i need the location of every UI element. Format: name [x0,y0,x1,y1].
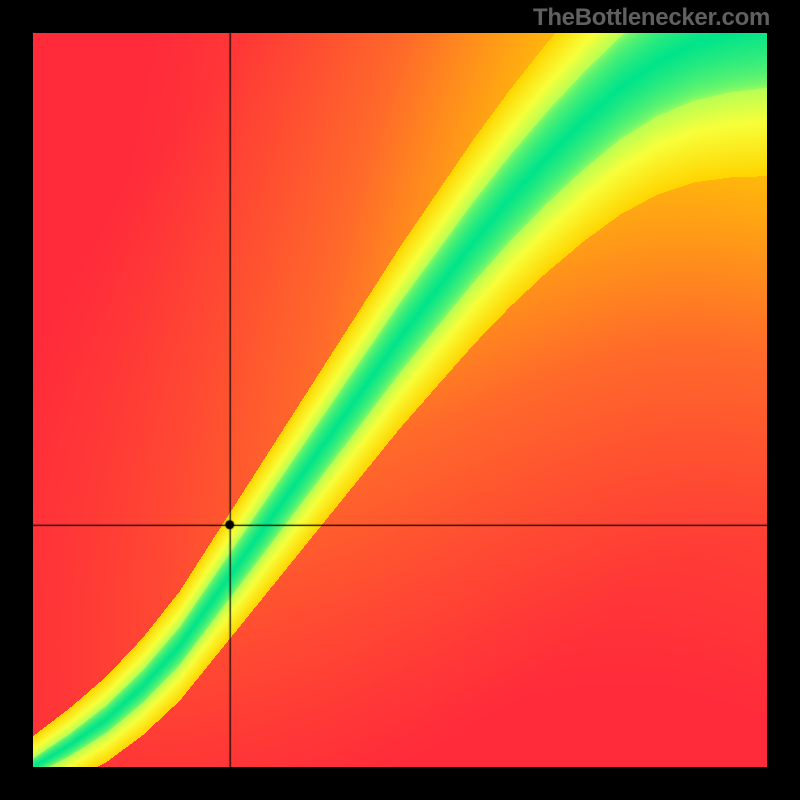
chart-container: TheBottlenecker.com [0,0,800,800]
watermark-text: TheBottlenecker.com [533,4,770,32]
bottleneck-heatmap [33,33,767,767]
